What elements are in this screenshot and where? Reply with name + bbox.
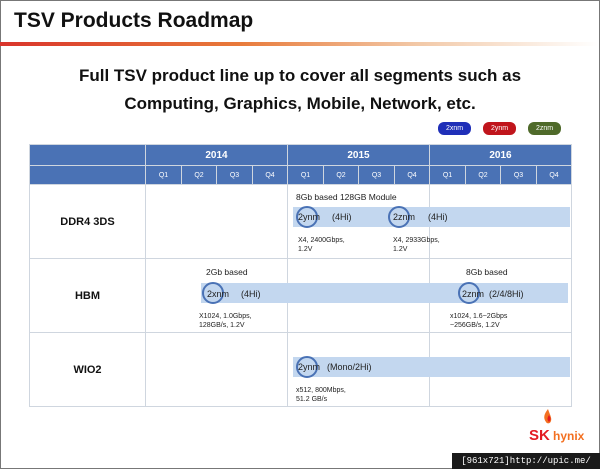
hbm-tech-2: 2znm bbox=[462, 289, 485, 299]
row-label-ddr4: DDR4 3DS bbox=[29, 184, 146, 259]
watermark: [961x721]http://upic.me/ bbox=[452, 453, 600, 469]
ddr4-tech-2: 2znm bbox=[393, 212, 416, 222]
hbm-stack-1: (4Hi) bbox=[241, 289, 261, 299]
ddr4-note: 8Gb based 128GB Module bbox=[296, 192, 397, 202]
hbm-spec-1b: 128GB/s, 1.2V bbox=[199, 322, 245, 329]
hbm-note-1: 2Gb based bbox=[206, 267, 248, 277]
logo-sk: SK bbox=[529, 427, 550, 444]
hbm-stack-2: (2/4/8Hi) bbox=[489, 289, 524, 299]
quarter-cell: Q2 bbox=[181, 165, 217, 185]
year-2016: 2016 bbox=[429, 144, 572, 166]
hbm-tech-1: 2xnm bbox=[207, 289, 230, 299]
wio2-tech-1: 2ynm bbox=[298, 362, 321, 372]
legend-2znm: 2znm bbox=[528, 122, 561, 135]
title-rule bbox=[0, 42, 598, 46]
quarter-cell: Q4 bbox=[394, 165, 430, 185]
quarter-cell: Q2 bbox=[465, 165, 501, 185]
slide-title: TSV Products Roadmap bbox=[14, 9, 254, 32]
ddr4-2ynm-marker bbox=[296, 206, 318, 228]
quarter-cell: Q4 bbox=[252, 165, 288, 185]
cell-2014 bbox=[145, 184, 288, 259]
hbm-note-2: 8Gb based bbox=[466, 267, 508, 277]
logo-flame-icon bbox=[544, 409, 552, 424]
quarter-cell: Q3 bbox=[358, 165, 395, 185]
headline-line2: Computing, Graphics, Mobile, Network, et… bbox=[124, 94, 476, 113]
ddr4-stack-2: (4Hi) bbox=[428, 212, 448, 222]
quarter-cell: Q3 bbox=[500, 165, 537, 185]
row-label-wio2: WIO2 bbox=[29, 332, 146, 407]
header-blank bbox=[29, 144, 146, 166]
legend-2ynm: 2ynm bbox=[483, 122, 516, 135]
ddr4-spec-2a: X4, 2933Gbps, bbox=[393, 237, 440, 244]
quarter-cell: Q1 bbox=[145, 165, 182, 185]
quarter-cell: Q1 bbox=[429, 165, 466, 185]
ddr4-tech-1: 2ynm bbox=[298, 212, 321, 222]
hbm-spec-2b: ~256GB/s, 1.2V bbox=[450, 322, 500, 329]
year-2015: 2015 bbox=[287, 144, 430, 166]
hbm-2znm-marker bbox=[458, 282, 480, 304]
ddr4-spec-2b: 1.2V bbox=[393, 246, 408, 253]
quarter-cell: Q2 bbox=[323, 165, 359, 185]
logo-hynix: hynix bbox=[553, 429, 585, 443]
quarter-cell: Q1 bbox=[287, 165, 324, 185]
wio2-spec-1b: 51.2 GB/s bbox=[296, 396, 328, 403]
wio2-spec-1a: x512, 800Mbps, bbox=[296, 387, 346, 394]
hbm-spec-2a: x1024, 1.6~2Gbps bbox=[450, 313, 508, 320]
headline-line1: Full TSV product line up to cover all se… bbox=[78, 66, 522, 85]
wio2-timeline-bar bbox=[293, 357, 570, 377]
legend-2xnm: 2xnm bbox=[438, 122, 471, 135]
ddr4-2znm-marker bbox=[388, 206, 410, 228]
quarter-cell: Q3 bbox=[216, 165, 253, 185]
ddr4-spec-1b: 1.2V bbox=[298, 246, 313, 253]
ddr4-stack-1: (4Hi) bbox=[332, 212, 352, 222]
wio2-2ynm-marker bbox=[296, 356, 318, 378]
year-2014: 2014 bbox=[145, 144, 288, 166]
row-label-hbm: HBM bbox=[29, 258, 146, 333]
wio2-stack-1: (Mono/2Hi) bbox=[327, 362, 372, 372]
header-blank bbox=[29, 165, 146, 185]
hbm-2xnm-marker bbox=[202, 282, 224, 304]
quarter-cell: Q4 bbox=[536, 165, 572, 185]
cell-2014 bbox=[145, 332, 288, 407]
hbm-spec-1a: X1024, 1.0Gbps, bbox=[199, 313, 252, 320]
ddr4-timeline-bar bbox=[293, 207, 570, 227]
ddr4-spec-1a: X4, 2400Gbps, bbox=[298, 237, 345, 244]
